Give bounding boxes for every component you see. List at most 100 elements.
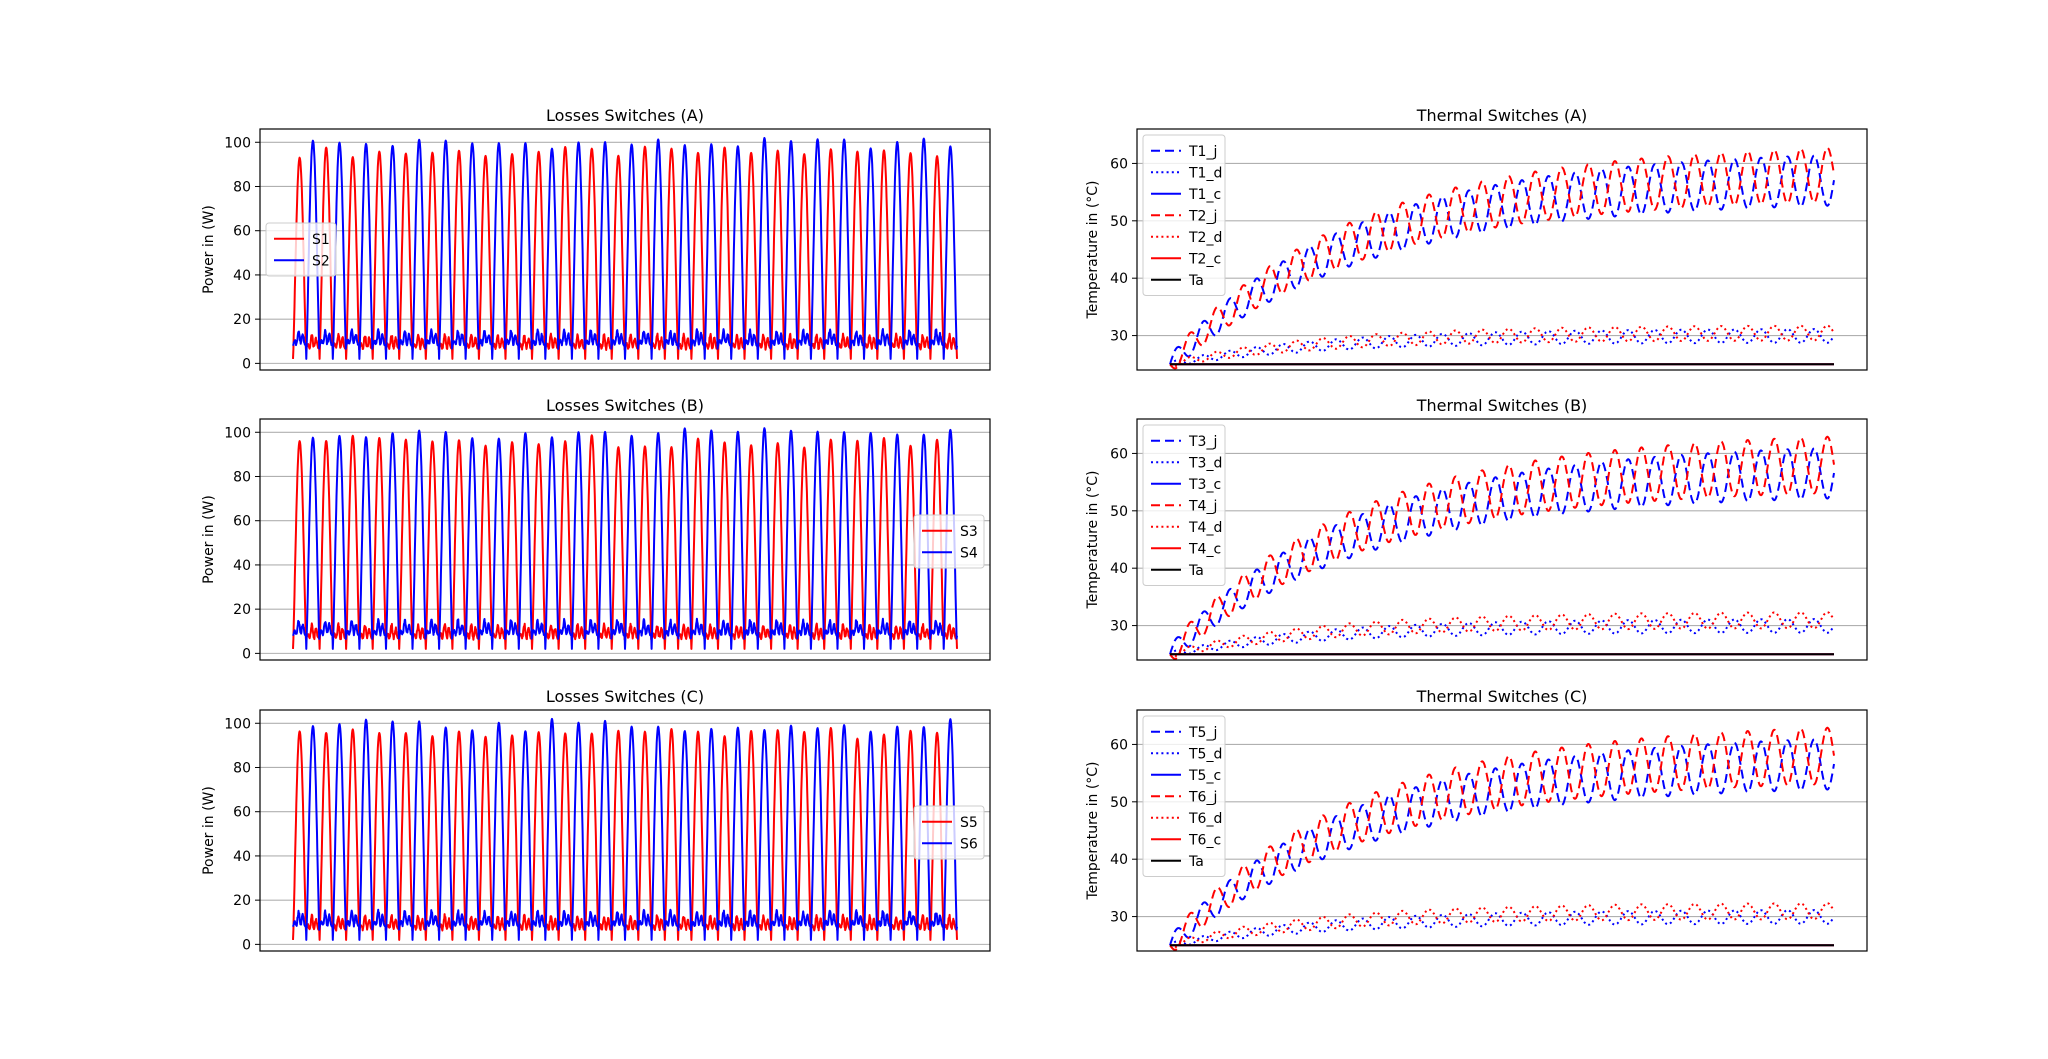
- legend-label-t1_c: T1_c: [1188, 187, 1221, 203]
- legend-label-t2_j: T2_j: [1188, 208, 1217, 224]
- legend-label-ta: Ta: [1188, 273, 1204, 289]
- y-tick-label: 60: [1110, 737, 1128, 753]
- y-tick-label: 40: [233, 558, 251, 574]
- y-tick-label: 40: [1110, 271, 1128, 287]
- y-tick-label: 40: [1110, 852, 1128, 868]
- y-tick-label: 20: [233, 893, 251, 909]
- y-tick-label: 80: [233, 469, 251, 485]
- y-tick-label: 100: [224, 135, 251, 151]
- y-tick-label: 30: [1110, 910, 1128, 926]
- legend-label-t1_d: T1_d: [1188, 165, 1222, 181]
- legend-label-t6_c: T6_c: [1188, 832, 1221, 848]
- chart-title: Thermal Switches (B): [1416, 396, 1588, 415]
- chart-thermal_b: 30 40 50 60 Thermal Switches (B) Temperature …: [1085, 396, 1868, 661]
- y-tick-label: 50: [1110, 795, 1128, 811]
- legend-label-t4_d: T4_d: [1188, 520, 1222, 536]
- legend-label-ta: Ta: [1188, 563, 1204, 579]
- y-tick-label: 100: [224, 716, 251, 732]
- y-tick-label: 60: [233, 514, 251, 530]
- y-tick-label: 0: [242, 646, 251, 662]
- series-s6: [292, 717, 958, 941]
- legend-label-t2_d: T2_d: [1188, 230, 1222, 246]
- y-axis-label: Temperature in (°C): [1085, 761, 1101, 900]
- y-axis-label: Temperature in (°C): [1085, 180, 1101, 319]
- legend-label-t5_d: T5_d: [1188, 746, 1222, 762]
- y-axis-label: Temperature in (°C): [1085, 470, 1101, 609]
- series-s2: [292, 137, 958, 360]
- series-t5_j: [1169, 738, 1835, 946]
- axes-frame: [259, 128, 991, 371]
- y-tick-label: 60: [233, 805, 251, 821]
- legend-label-t6_j: T6_j: [1188, 789, 1217, 805]
- chart-loss_b: 0 20 40 60 80 100 Losses Switches (B) Power in …: [201, 396, 991, 662]
- chart-loss_c: 0 20 40 60 80 100 Losses Switches (C) Power in …: [201, 687, 991, 953]
- y-tick-label: 20: [233, 602, 251, 618]
- series-t1_d: [1169, 328, 1835, 366]
- y-tick-label: 30: [1110, 329, 1128, 345]
- series-s4: [292, 427, 958, 650]
- legend-label-s1: S1: [312, 232, 330, 248]
- series-t4_d: [1169, 611, 1835, 657]
- axes-frame: [1136, 709, 1868, 952]
- chart-thermal_a: 30 40 50 60 Thermal Switches (A) Temperature …: [1085, 106, 1868, 371]
- series-t5_d: [1169, 909, 1835, 947]
- legend-label-t4_c: T4_c: [1188, 541, 1221, 557]
- y-tick-label: 20: [233, 312, 251, 328]
- y-tick-label: 30: [1110, 619, 1128, 635]
- y-tick-label: 60: [233, 224, 251, 240]
- chart-thermal_c: 30 40 50 60 Thermal Switches (C) Temperature …: [1085, 687, 1868, 952]
- legend-label-t6_d: T6_d: [1188, 811, 1222, 827]
- y-tick-label: 40: [1110, 561, 1128, 577]
- legend-label-t5_c: T5_c: [1188, 768, 1221, 784]
- axes-frame: [259, 709, 991, 952]
- y-axis-label: Power in (W): [201, 786, 217, 875]
- series-t3_j: [1169, 447, 1835, 655]
- y-tick-label: 0: [242, 356, 251, 372]
- y-tick-label: 40: [233, 268, 251, 284]
- axes-frame: [1136, 418, 1868, 661]
- legend-label-s4: S4: [960, 545, 978, 561]
- y-tick-label: 50: [1110, 214, 1128, 230]
- legend-label-t3_d: T3_d: [1188, 455, 1222, 471]
- series-t6_j: [1169, 726, 1835, 951]
- legend-label-s6: S6: [960, 836, 978, 852]
- chart-title: Losses Switches (C): [546, 687, 704, 706]
- y-tick-label: 60: [1110, 156, 1128, 172]
- legend-label-t4_j: T4_j: [1188, 498, 1217, 514]
- chart-title: Thermal Switches (A): [1416, 106, 1588, 125]
- axes-frame: [1136, 128, 1868, 371]
- legend: T1_j T1_d T1_c T2_j T2_d T2_c Ta: [1142, 134, 1226, 296]
- legend-label-ta: Ta: [1188, 854, 1204, 870]
- y-tick-label: 100: [224, 425, 251, 441]
- y-axis-label: Power in (W): [201, 205, 217, 294]
- series-t4_j: [1169, 435, 1835, 660]
- legend-label-t3_j: T3_j: [1188, 434, 1217, 450]
- legend: T5_j T5_d T5_c T6_j T6_d T6_c Ta: [1142, 715, 1226, 877]
- series-t6_d: [1169, 902, 1835, 948]
- axes-frame: [259, 418, 991, 661]
- y-tick-label: 80: [233, 179, 251, 195]
- legend-label-s3: S3: [960, 524, 978, 540]
- legend-box: [1142, 134, 1226, 296]
- y-tick-label: 80: [233, 760, 251, 776]
- legend-label-t5_j: T5_j: [1188, 725, 1217, 741]
- legend-label-t3_c: T3_c: [1188, 477, 1221, 493]
- legend-label-t1_j: T1_j: [1188, 144, 1217, 160]
- chart-title: Losses Switches (B): [546, 396, 704, 415]
- series-t1_j: [1169, 154, 1835, 365]
- series-t2_d: [1169, 324, 1835, 367]
- legend: T3_j T3_d T3_c T4_j T4_d T4_c Ta: [1142, 424, 1226, 586]
- y-tick-label: 40: [233, 849, 251, 865]
- legend-label-t2_c: T2_c: [1188, 251, 1221, 267]
- series-t2_j: [1169, 146, 1835, 370]
- legend-label-s2: S2: [312, 253, 330, 269]
- legend-box: [1142, 424, 1226, 586]
- chart-title: Losses Switches (A): [546, 106, 704, 125]
- y-tick-label: 60: [1110, 446, 1128, 462]
- legend-box: [1142, 715, 1226, 877]
